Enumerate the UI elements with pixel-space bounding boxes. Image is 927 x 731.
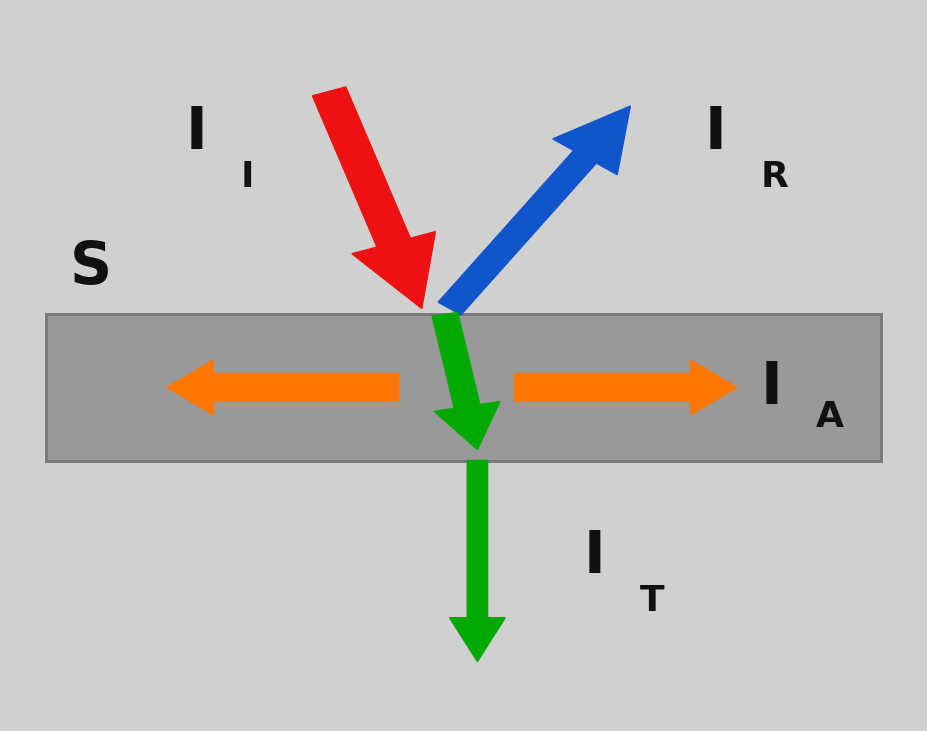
Bar [46, 314, 881, 461]
FancyArrow shape [432, 312, 500, 450]
FancyArrow shape [514, 360, 737, 415]
Text: T: T [640, 583, 665, 618]
Text: I: I [584, 528, 605, 585]
FancyArrow shape [167, 360, 399, 415]
Text: I: I [185, 104, 207, 161]
FancyArrow shape [450, 461, 505, 662]
Text: S: S [70, 239, 111, 296]
FancyArrow shape [438, 106, 630, 315]
FancyArrow shape [312, 87, 436, 308]
Text: A: A [816, 400, 844, 433]
Text: I: I [705, 104, 726, 161]
Text: I: I [760, 359, 781, 416]
Text: R: R [760, 159, 788, 194]
Text: I: I [241, 159, 255, 194]
